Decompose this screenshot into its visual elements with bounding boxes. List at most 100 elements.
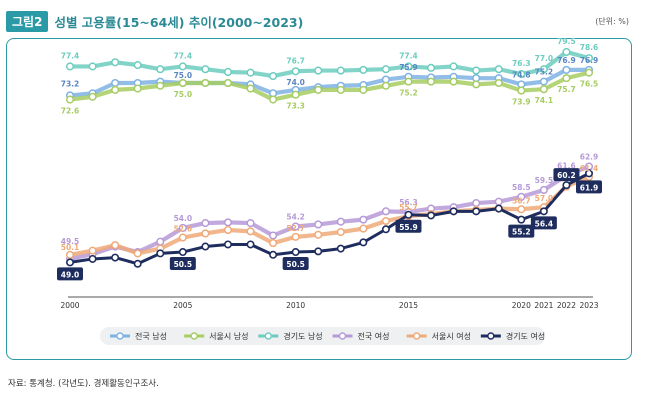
data-point: [336, 227, 345, 237]
legend-swatch-marker: [264, 332, 273, 340]
data-label-box: [169, 257, 196, 271]
data-point: [269, 72, 278, 81]
data-point: [111, 241, 120, 250]
data-point: [336, 85, 345, 94]
data-point: [111, 85, 120, 94]
data-point: [449, 77, 458, 86]
data-point: [359, 215, 368, 224]
series-line: [69, 164, 590, 262]
data-label: 61.6: [557, 161, 576, 170]
legend-swatch-marker: [190, 332, 198, 340]
data-point: [336, 244, 345, 253]
data-label: 74.8: [512, 70, 531, 79]
data-point: [562, 65, 571, 74]
data-point: [381, 207, 390, 216]
data-point: [178, 248, 187, 257]
data-point: [156, 237, 165, 246]
data-label: 77.4: [61, 51, 80, 60]
data-point: [291, 90, 300, 99]
x-tick-label: 2023: [579, 301, 598, 310]
x-tick-label: 2021: [534, 301, 553, 310]
data-point: [178, 78, 187, 88]
data-point: [584, 68, 594, 77]
data-point: [427, 211, 436, 220]
data-point: [178, 62, 187, 71]
data-point: [314, 247, 323, 256]
data-point: [291, 67, 300, 76]
data-label: 75.7: [557, 85, 576, 94]
data-point: [381, 81, 390, 90]
data-point: [359, 85, 368, 94]
data-point: [517, 86, 526, 95]
data-point: [223, 218, 233, 227]
data-label: 60.2: [557, 171, 576, 180]
legend-label: 서울시 여성: [432, 331, 471, 341]
data-point: [472, 207, 481, 216]
x-tick-label: 2020: [512, 301, 531, 310]
data-point: [517, 192, 526, 201]
data-label-box: [530, 216, 557, 230]
data-label-box: [553, 168, 580, 182]
legend-label: 전국 남성: [135, 331, 167, 341]
data-point: [111, 78, 120, 88]
data-point: [223, 225, 233, 235]
data-point: [201, 242, 210, 251]
data-label: 73.9: [512, 98, 531, 107]
data-label: 55.7: [399, 203, 418, 212]
data-point: [269, 250, 278, 259]
data-point: [584, 54, 594, 63]
data-label: 77.0: [535, 54, 554, 63]
data-label: 52.7: [286, 224, 305, 233]
data-point: [336, 217, 345, 226]
legend-swatch-marker: [116, 332, 124, 340]
data-point: [223, 240, 232, 249]
data-label: 52.6: [174, 225, 193, 234]
data-point: [381, 225, 390, 234]
x-tick-label: 2005: [173, 301, 192, 310]
data-label: 62.9: [580, 152, 599, 161]
data-label: 76.7: [286, 56, 305, 65]
data-label-box: [576, 180, 602, 194]
data-point: [291, 222, 300, 231]
data-point: [449, 207, 458, 216]
data-label: 72.6: [61, 107, 80, 116]
data-point: [472, 80, 481, 89]
data-point: [156, 81, 165, 90]
chart-title: 성별 고용률(15~64세) 추이(2000~2023): [54, 14, 304, 30]
data-label-box: [395, 219, 422, 233]
data-point: [449, 62, 458, 71]
data-point: [539, 77, 548, 86]
data-point: [314, 230, 323, 239]
data-point: [201, 219, 210, 228]
data-label: 55.2: [512, 228, 531, 237]
data-label: 75.0: [174, 71, 193, 80]
data-label: 61.9: [580, 183, 599, 192]
data-label: 76.3: [512, 59, 531, 68]
data-label: 54.2: [286, 213, 305, 222]
legend-swatch-marker: [412, 332, 421, 340]
data-label: 56.3: [399, 198, 418, 207]
data-label: 50.1: [61, 243, 80, 252]
data-label: 76.9: [580, 56, 599, 65]
data-label: 78.6: [580, 43, 599, 52]
data-point: [246, 68, 255, 77]
legend-label: 전국 여성: [358, 331, 390, 341]
legend-label: 경기도 여성: [506, 331, 545, 341]
data-label: 57.0: [535, 194, 554, 203]
data-point: [539, 85, 548, 94]
data-label: 58.5: [512, 183, 531, 192]
data-label-box: [508, 224, 535, 238]
data-label: 73.3: [286, 102, 305, 111]
data-label: 55.9: [399, 223, 418, 232]
data-point: [539, 185, 548, 194]
data-label-box: [282, 257, 309, 271]
data-label: 73.2: [61, 79, 80, 88]
data-point: [66, 258, 75, 267]
data-point: [584, 169, 593, 178]
data-label: 77.4: [174, 51, 193, 60]
data-point: [517, 205, 526, 214]
data-point: [291, 248, 300, 257]
data-label-box: [57, 267, 83, 281]
data-point: [269, 231, 278, 240]
data-point: [133, 259, 142, 268]
